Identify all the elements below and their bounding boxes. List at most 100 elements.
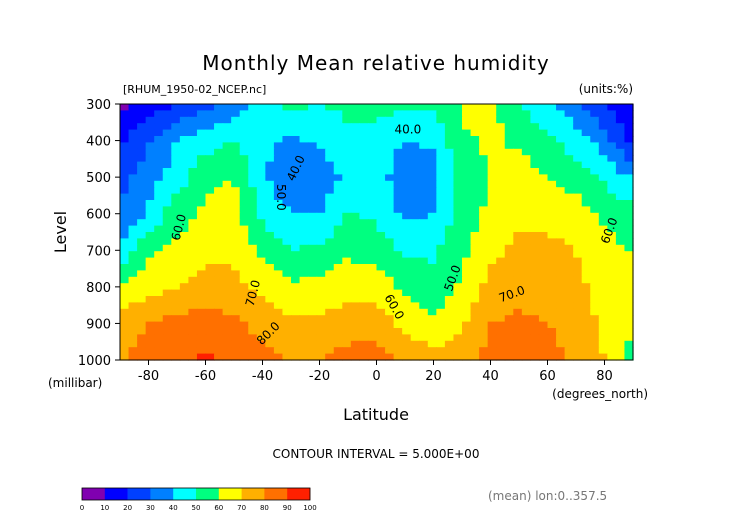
heatmap-cell: [496, 347, 506, 355]
heatmap-cell: [265, 257, 275, 265]
heatmap-cell: [239, 264, 249, 271]
heatmap-cell: [376, 161, 386, 169]
heatmap-cell: [299, 328, 309, 335]
heatmap-cell: [137, 289, 147, 297]
heatmap-cell: [564, 302, 574, 310]
heatmap-cell: [128, 321, 138, 329]
heatmap-cell: [573, 302, 583, 310]
heatmap-cell: [444, 219, 455, 227]
heatmap-cell: [513, 225, 523, 233]
contour-label: 50.0: [274, 184, 288, 211]
heatmap-cell: [333, 315, 343, 323]
heatmap-cell: [479, 136, 489, 143]
heatmap-cell: [487, 206, 497, 214]
heatmap-cell: [128, 193, 138, 201]
heatmap-cell: [367, 110, 378, 118]
heatmap-cell: [256, 238, 266, 246]
contour-label: 60.0: [169, 213, 189, 242]
heatmap-cell: [325, 308, 335, 316]
heatmap-cell: [256, 123, 266, 131]
heatmap-cell: [479, 168, 489, 175]
heatmap-cell: [573, 244, 583, 252]
heatmap-cell: [556, 148, 566, 156]
heatmap-cell: [367, 212, 378, 220]
heatmap-cell: [239, 276, 249, 284]
heatmap-cell: [598, 251, 608, 259]
heatmap-cell: [316, 264, 326, 271]
heatmap-cell: [624, 270, 634, 278]
heatmap-cell: [179, 206, 189, 214]
heatmap-cell: [496, 200, 506, 207]
heatmap-cell: [590, 276, 600, 284]
heatmap-cell: [427, 225, 437, 233]
heatmap-cell: [137, 264, 147, 271]
heatmap-cell: [530, 142, 540, 150]
heatmap-cell: [538, 206, 549, 214]
heatmap-cell: [333, 206, 343, 214]
heatmap-cell: [171, 238, 181, 246]
units-label: (units:%): [579, 82, 633, 96]
heatmap-cell: [598, 212, 608, 220]
heatmap-cell: [162, 270, 172, 278]
heatmap-cell: [479, 251, 489, 259]
heatmap-cell: [325, 219, 335, 227]
heatmap-cell: [128, 104, 138, 111]
heatmap-cell: [273, 219, 284, 227]
heatmap-cell: [419, 180, 429, 188]
heatmap-cell: [530, 334, 540, 342]
heatmap-cell: [530, 123, 540, 131]
heatmap-cell: [521, 161, 531, 169]
heatmap-cell: [436, 232, 446, 239]
heatmap-cell: [564, 193, 574, 201]
heatmap-cell: [496, 123, 506, 131]
heatmap-cell: [538, 104, 549, 111]
heatmap-cell: [504, 302, 514, 310]
heatmap-cell: [547, 347, 557, 355]
heatmap-cell: [350, 315, 360, 323]
heatmap-cell: [436, 148, 446, 156]
heatmap-cell: [342, 238, 352, 246]
heatmap-cell: [470, 276, 480, 284]
heatmap-cell: [273, 283, 284, 291]
heatmap-cell: [231, 116, 241, 124]
heatmap-cell: [376, 104, 386, 111]
heatmap-cell: [171, 104, 181, 111]
heatmap-cell: [120, 264, 130, 271]
heatmap-cell: [530, 212, 540, 220]
x-tick-label: -80: [138, 369, 159, 384]
heatmap-cell: [444, 302, 455, 310]
heatmap-cell: [624, 289, 634, 297]
heatmap-cell: [581, 187, 591, 195]
heatmap-cell: [128, 302, 138, 310]
heatmap-cell: [239, 180, 249, 188]
heatmap-cell: [573, 328, 583, 335]
heatmap-cell: [282, 161, 292, 169]
heatmap-cell: [214, 193, 224, 201]
heatmap-cell: [470, 104, 480, 111]
heatmap-cell: [624, 347, 634, 355]
heatmap-cell: [308, 238, 318, 246]
heatmap-cell: [393, 244, 403, 252]
heatmap-cell: [402, 328, 412, 335]
heatmap-cell: [162, 296, 172, 303]
heatmap-cell: [308, 251, 318, 259]
heatmap-cell: [342, 161, 352, 169]
heatmap-cell: [513, 200, 523, 207]
heatmap-cell: [333, 283, 343, 291]
heatmap-cell: [581, 123, 591, 131]
heatmap-cell: [615, 136, 626, 143]
heatmap-cell: [333, 142, 343, 150]
heatmap-cell: [179, 232, 189, 239]
heatmap-cell: [607, 180, 617, 188]
heatmap-cell: [359, 334, 369, 342]
heatmap-cell: [179, 251, 189, 259]
heatmap-cell: [410, 187, 420, 195]
heatmap-cell: [154, 148, 164, 156]
heatmap-cell: [410, 161, 420, 169]
heatmap-cell: [393, 315, 403, 323]
heatmap-cell: [547, 193, 557, 201]
heatmap-cell: [205, 315, 215, 323]
heatmap-cell: [462, 187, 472, 195]
heatmap-cell: [205, 206, 215, 214]
heatmap-cell: [325, 212, 335, 220]
